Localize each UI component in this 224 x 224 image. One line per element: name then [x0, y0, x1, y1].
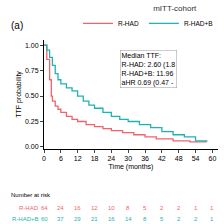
svg-text:2: 2 — [160, 205, 164, 211]
svg-text:48: 48 — [175, 155, 183, 162]
svg-text:0.00: 0.00 — [25, 143, 39, 150]
svg-text:0.50: 0.50 — [25, 92, 39, 99]
svg-text:14: 14 — [125, 216, 132, 222]
svg-text:6: 6 — [59, 155, 63, 162]
svg-text:12: 12 — [91, 205, 98, 211]
svg-text:60: 60 — [41, 216, 48, 222]
svg-text:Number at risk: Number at risk — [11, 192, 51, 198]
svg-text:24: 24 — [107, 155, 115, 162]
svg-text:TTF probability: TTF probability — [15, 71, 23, 118]
svg-text:2: 2 — [177, 216, 181, 222]
svg-text:1: 1 — [194, 205, 198, 211]
svg-text:2: 2 — [177, 205, 181, 211]
svg-text:30: 30 — [124, 155, 132, 162]
svg-text:(a): (a) — [11, 20, 23, 31]
svg-text:18: 18 — [91, 155, 99, 162]
svg-text:64: 64 — [41, 205, 48, 211]
svg-text:12: 12 — [74, 155, 82, 162]
svg-text:R-HAD+B: R-HAD+B — [184, 20, 213, 27]
svg-text:0.25: 0.25 — [25, 118, 39, 125]
svg-text:1.00: 1.00 — [25, 42, 39, 49]
svg-text:42: 42 — [158, 155, 166, 162]
svg-text:37: 37 — [57, 216, 64, 222]
svg-text:5: 5 — [160, 216, 164, 222]
svg-text:5: 5 — [143, 205, 147, 211]
svg-text:0: 0 — [42, 155, 46, 162]
svg-text:Time (months): Time (months) — [109, 163, 154, 171]
svg-text:24: 24 — [57, 205, 64, 211]
svg-text:1: 1 — [210, 205, 214, 211]
svg-text:29: 29 — [74, 216, 81, 222]
svg-text:R-HAD: R-HAD — [19, 205, 39, 211]
svg-text:54: 54 — [192, 155, 200, 162]
svg-text:21: 21 — [91, 216, 98, 222]
svg-text:R-HAD+B: R-HAD+B — [12, 216, 39, 222]
svg-text:mITT-cohort: mITT-cohort — [153, 4, 197, 13]
svg-text:60: 60 — [208, 155, 216, 162]
svg-text:2: 2 — [194, 216, 198, 222]
svg-text:8: 8 — [126, 205, 130, 211]
svg-text:36: 36 — [141, 155, 149, 162]
svg-text:1: 1 — [210, 216, 214, 222]
svg-text:R-HAD: R-HAD — [118, 20, 139, 27]
svg-text:Median TTF:R-HAD: 2.60 (1.8R-H: Median TTF:R-HAD: 2.60 (1.8R-HAD+B: 11.9… — [122, 52, 176, 87]
svg-text:0.75: 0.75 — [25, 67, 39, 74]
svg-text:10: 10 — [108, 205, 115, 211]
svg-text:16: 16 — [74, 205, 81, 211]
svg-text:16: 16 — [108, 216, 115, 222]
svg-text:8: 8 — [143, 216, 147, 222]
